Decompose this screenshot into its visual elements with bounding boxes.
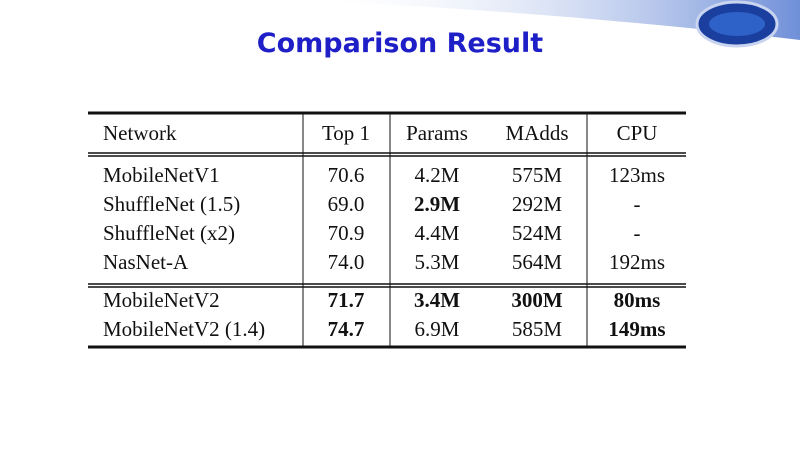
table-cell: CPU (617, 121, 658, 145)
table-cell: 4.2M (415, 163, 460, 187)
table-cell: 192ms (609, 250, 665, 274)
table-cell: 70.6 (328, 163, 365, 187)
slide-title: Comparison Result (257, 28, 544, 59)
table-cell: 69.0 (328, 192, 365, 216)
table-cell: 70.9 (328, 221, 365, 245)
table-cell: 80ms (614, 288, 661, 312)
table-cell: 74.0 (328, 250, 365, 274)
table-cell: MAdds (505, 121, 568, 145)
table-cell: NasNet-A (103, 250, 189, 274)
table-cell: - (634, 221, 641, 245)
table-cell: 564M (512, 250, 563, 274)
table-cell: 300M (511, 288, 563, 312)
logo (695, 0, 779, 48)
table-cell: 71.7 (328, 288, 365, 312)
table-cell: MobileNetV2 (103, 288, 220, 312)
table-cell: Network (103, 121, 177, 145)
table-cell: - (634, 192, 641, 216)
table-cell: MobileNetV2 (1.4) (103, 317, 265, 341)
header-swoosh (300, 0, 800, 40)
table-cell: 6.9M (415, 317, 460, 341)
table-cell: 3.4M (414, 288, 460, 312)
results-table: Network Top 1 Params MAdds CPU MobileNetV1 70.… (88, 111, 686, 349)
table-cell: 585M (512, 317, 563, 341)
table-cell: ShuffleNet (1.5) (103, 192, 240, 216)
table-cell: Top 1 (322, 121, 370, 145)
table-cell: 149ms (608, 317, 665, 341)
table-cell: 123ms (609, 163, 665, 187)
table-cell: 292M (512, 192, 563, 216)
table-cell: 2.9M (414, 192, 460, 216)
table-cell: MobileNetV1 (103, 163, 220, 187)
table-cell: 4.4M (415, 221, 460, 245)
table-cell: 575M (512, 163, 563, 187)
table-cell: 524M (512, 221, 563, 245)
table-cell: Params (406, 121, 468, 145)
table-cell: 74.7 (328, 317, 365, 341)
table-cell: 5.3M (415, 250, 460, 274)
table-cell: ShuffleNet (x2) (103, 221, 235, 245)
